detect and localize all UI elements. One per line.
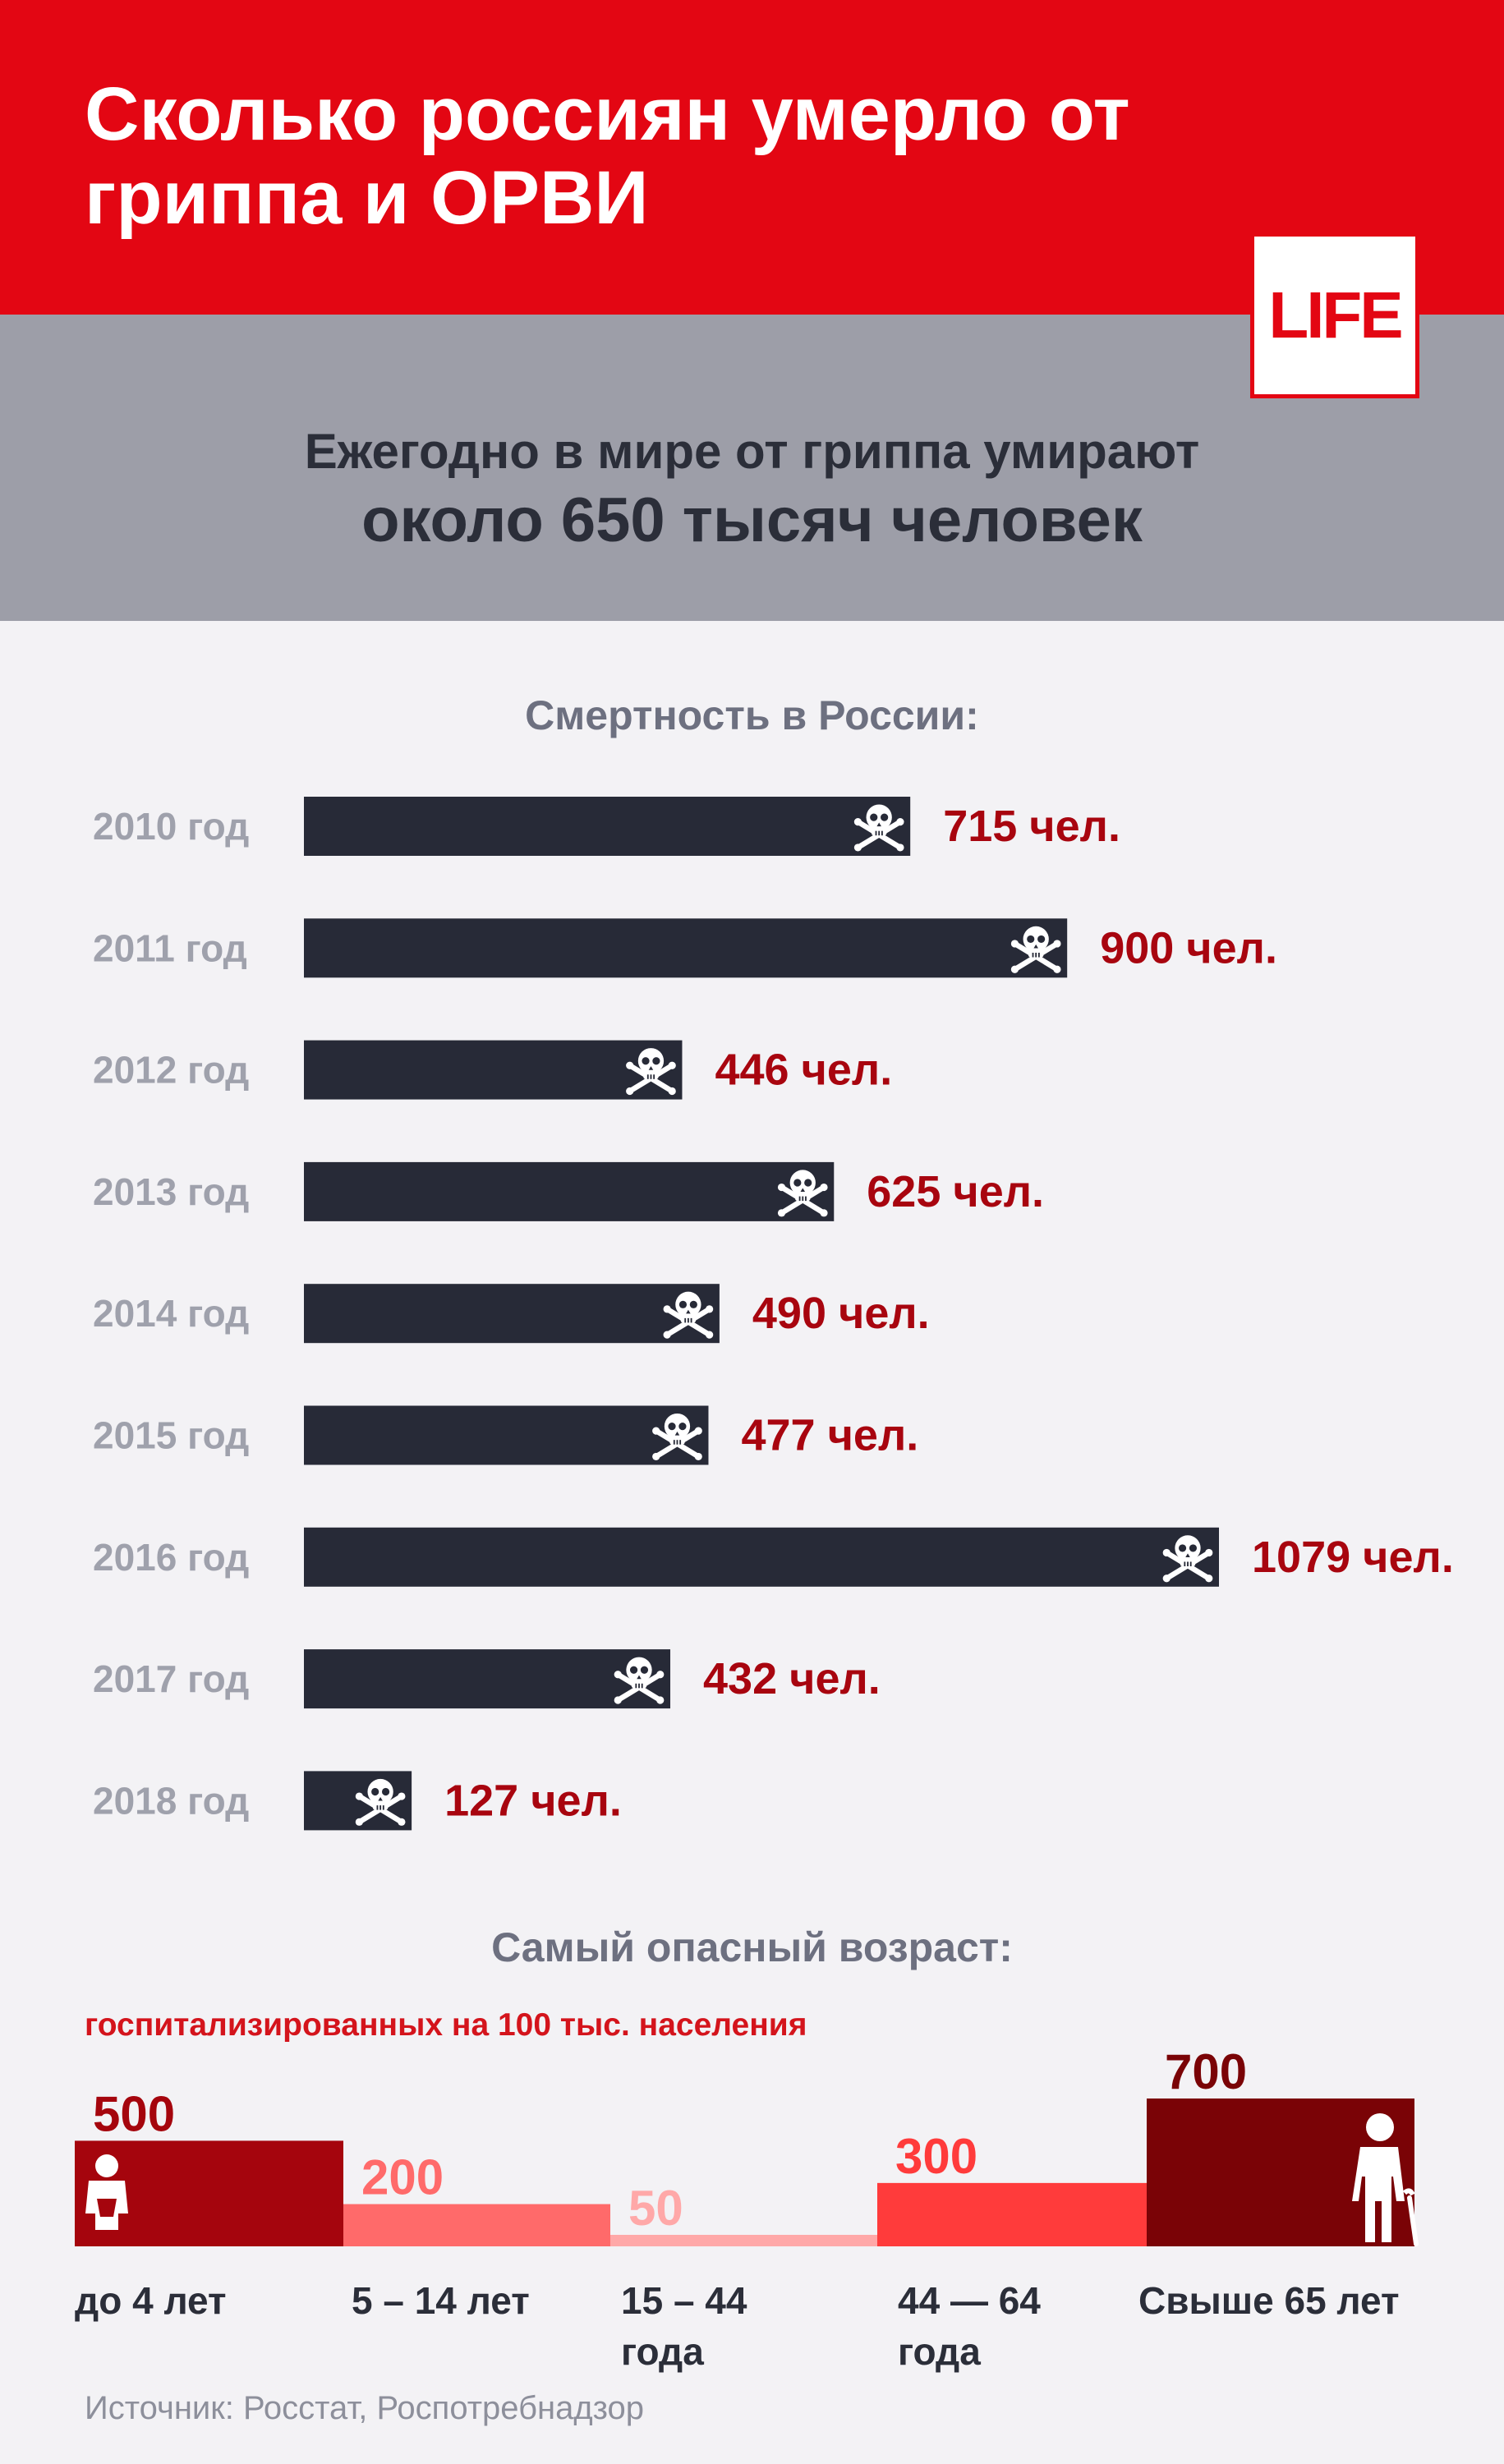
death-value-label: 432 чел. [703,1654,881,1703]
death-value-label: 477 чел. [741,1411,918,1460]
death-value-label: 446 чел. [715,1046,892,1095]
year-label: 2017 год [93,1657,249,1700]
death-value-label: 490 чел. [752,1289,930,1338]
skull-crossbones-icon [355,1778,406,1826]
source-note: Источник: Росстат, Роспотребнадзор [85,2390,645,2426]
age-category-label: 5 – 14 лет [352,2279,530,2322]
year-label: 2018 год [93,1779,249,1822]
death-bar [304,1527,1219,1587]
skull-crossbones-icon [663,1291,714,1339]
year-label: 2015 год [93,1414,249,1457]
logo-text: LIFE [1268,278,1403,352]
year-label: 2011 год [93,926,247,969]
fact-line-2: около 650 тысяч человек [361,485,1143,555]
deaths-section-title: Смертность в России: [525,692,979,738]
fact-line-1: Ежегодно в мире от гриппа умирают [304,424,1200,479]
death-bar [304,918,1068,978]
death-bar [304,1040,683,1100]
death-value-label: 127 чел. [444,1776,622,1825]
skull-crossbones-icon [1162,1535,1213,1583]
skull-crossbones-icon [1010,926,1061,973]
age-category-label: до 4 лет [75,2279,227,2322]
year-label: 2016 год [93,1536,249,1579]
skull-crossbones-icon [614,1657,665,1704]
brand-logo: LIFE [1250,232,1419,398]
death-value-label: 715 чел. [943,802,1120,851]
year-label: 2010 год [93,805,249,848]
age-section-title: Самый опасный возраст: [491,1924,1013,1970]
skull-crossbones-icon [777,1170,828,1217]
death-bar [304,1284,720,1344]
death-bar [304,1405,709,1465]
header-banner: Сколько россиян умерло от гриппа и ОРВИ [0,0,1504,315]
age-bar [343,2204,610,2246]
skull-crossbones-icon [652,1413,702,1461]
death-value-label: 1079 чел. [1252,1533,1454,1582]
age-bar [610,2235,877,2246]
deaths-bar-chart: 2010 год 715 чел. 2011 год 900 чел. 2012 год… [93,797,1454,1831]
death-bar [304,1649,671,1709]
elderly-person-icon [1352,2113,1419,2246]
age-bar-chart: 500 200 50 300 700 [75,2044,1419,2246]
age-value-label: 300 [895,2129,977,2184]
age-value-label: 50 [628,2181,683,2236]
baby-icon [85,2154,128,2230]
age-bar [877,2182,1147,2246]
year-label: 2014 год [93,1292,249,1335]
year-label: 2013 год [93,1170,249,1213]
age-category-label: 44 — 64 года [898,2279,1041,2373]
year-label: 2012 год [93,1049,249,1092]
age-value-label: 700 [1165,2044,1247,2099]
death-value-label: 900 чел. [1100,923,1277,972]
death-value-label: 625 чел. [867,1167,1044,1216]
skull-crossbones-icon [853,804,904,852]
age-value-label: 200 [361,2150,444,2205]
age-chart-caption: госпитализированных на 100 тыс. населени… [85,2007,807,2043]
age-category-label: 15 – 44 года [621,2279,747,2373]
skull-crossbones-icon [626,1048,676,1096]
death-bar [304,797,911,856]
age-value-label: 500 [93,2086,175,2141]
death-bar [304,1161,835,1221]
page-title: Сколько россиян умерло от гриппа и ОРВИ [85,72,1130,240]
age-category-label: Свыше 65 лет [1138,2279,1400,2322]
